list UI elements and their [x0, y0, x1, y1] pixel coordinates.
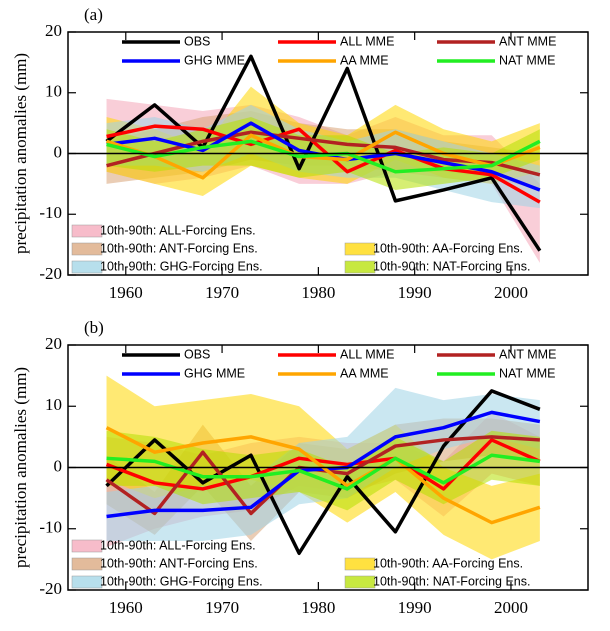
legend-label: 10th-90th: ANT-Forcing Ens. — [100, 241, 258, 255]
panel-label: (b) — [84, 318, 104, 337]
y-tick-label: 0 — [54, 142, 63, 161]
panel: -20 -10 0 10 20 1960 1970 1980 1990 2000 (a) precip… — [11, 5, 589, 302]
legend-label: AA MME — [340, 366, 389, 380]
x-tick-label: 2000 — [494, 283, 528, 302]
legend-label: NAT MME — [499, 53, 555, 67]
legend-label: GHG MME — [184, 53, 245, 67]
legend-swatch — [344, 557, 376, 571]
x-tick-label: 1960 — [109, 598, 143, 617]
legend-swatch — [344, 260, 376, 274]
legend-label: AA MME — [340, 53, 389, 67]
legend-swatch — [71, 260, 103, 274]
y-tick-label: -20 — [39, 264, 62, 283]
legend-label: ANT MME — [499, 34, 556, 48]
legend-label: 10th-90th: NAT-Forcing Ens. — [373, 574, 530, 588]
x-tick-label: 1990 — [398, 283, 432, 302]
legend-swatch — [71, 242, 103, 256]
y-tick-label: 20 — [45, 334, 62, 353]
y-tick-label: 10 — [45, 395, 62, 414]
legend-label: ANT MME — [499, 347, 556, 361]
x-tick-label: 1990 — [398, 598, 432, 617]
legend-label: OBS — [184, 347, 210, 361]
legend-label: NAT MME — [499, 366, 555, 380]
legend-label: 10th-90th: AA-Forcing Ens. — [373, 556, 523, 570]
legend-label: ALL MME — [340, 34, 394, 48]
legend-swatch — [344, 242, 376, 256]
series-line — [106, 139, 541, 174]
legend-label: OBS — [184, 34, 210, 48]
x-tick-label: 1980 — [301, 283, 335, 302]
legend-label: ALL MME — [340, 347, 394, 361]
y-tick-label: -10 — [39, 203, 62, 222]
y-axis-label: precipitation anomalies (mm) — [11, 367, 30, 568]
legend-label: 10th-90th: ALL-Forcing Ens. — [100, 223, 256, 237]
legend-swatch — [71, 557, 103, 571]
x-tick-label: 1970 — [205, 283, 239, 302]
panel: -20 -10 0 10 20 1960 1970 1980 1990 2000 (b) precip… — [11, 318, 589, 617]
legend-label: 10th-90th: AA-Forcing Ens. — [373, 241, 523, 255]
series-line — [106, 124, 541, 204]
y-tick-label: 20 — [45, 21, 62, 40]
legend-label: GHG MME — [184, 366, 245, 380]
legend-swatch — [71, 539, 103, 553]
x-tick-label: 2000 — [494, 598, 528, 617]
x-tick-label: 1960 — [109, 283, 143, 302]
series-line — [105, 130, 541, 180]
legend-label: 10th-90th: GHG-Forcing Ens. — [100, 259, 263, 273]
panel-label: (a) — [84, 5, 103, 24]
series-line — [105, 438, 541, 491]
x-tick-label: 1980 — [301, 598, 335, 617]
y-tick-label: 0 — [54, 456, 63, 475]
legend-label: 10th-90th: GHG-Forcing Ens. — [100, 574, 263, 588]
legend-swatch — [71, 575, 103, 589]
legend-swatch — [71, 224, 103, 238]
y-axis-label: precipitation anomalies (mm) — [11, 53, 30, 254]
y-tick-label: -20 — [39, 579, 62, 598]
x-tick-label: 1970 — [205, 598, 239, 617]
series-line — [106, 453, 541, 491]
legend-swatch — [344, 575, 376, 589]
y-tick-label: -10 — [39, 518, 62, 537]
legend-label: 10th-90th: NAT-Forcing Ens. — [373, 259, 530, 273]
y-tick-label: 10 — [45, 82, 62, 101]
legend-label: 10th-90th: ANT-Forcing Ens. — [100, 556, 258, 570]
legend-label: 10th-90th: ALL-Forcing Ens. — [100, 538, 256, 552]
